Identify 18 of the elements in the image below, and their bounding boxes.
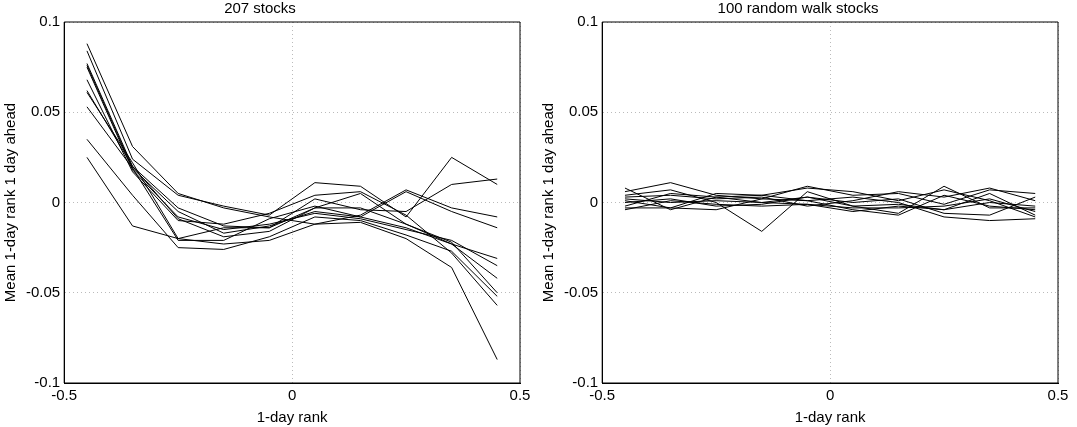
y-tick-label: 0.1 [577,12,599,30]
x-axis-title: 1-day rank [256,408,329,426]
x-tick-label: 0 [825,386,835,404]
y-tick-label: 0 [589,192,599,210]
x-tick-label: 0.5 [1047,386,1069,404]
chart-title: 100 random walk stocks [717,0,879,17]
y-tick-label: 0.05 [30,102,61,120]
y-tick-label: 0 [51,192,61,210]
y-tick-label: 0.1 [39,12,61,30]
chart-title: 207 stocks [224,0,296,17]
y-tick-label: -0.05 [25,282,61,300]
x-tick-label: 0 [287,386,297,404]
y-axis-title: Mean 1-day rank 1 day ahead [539,102,557,303]
x-tick-label: 0.5 [509,386,531,404]
y-tick-label: -0.05 [563,282,599,300]
y-tick-label: 0.05 [568,102,599,120]
x-axis-title: 1-day rank [794,408,867,426]
y-axis-title: Mean 1-day rank 1 day ahead [1,102,19,303]
